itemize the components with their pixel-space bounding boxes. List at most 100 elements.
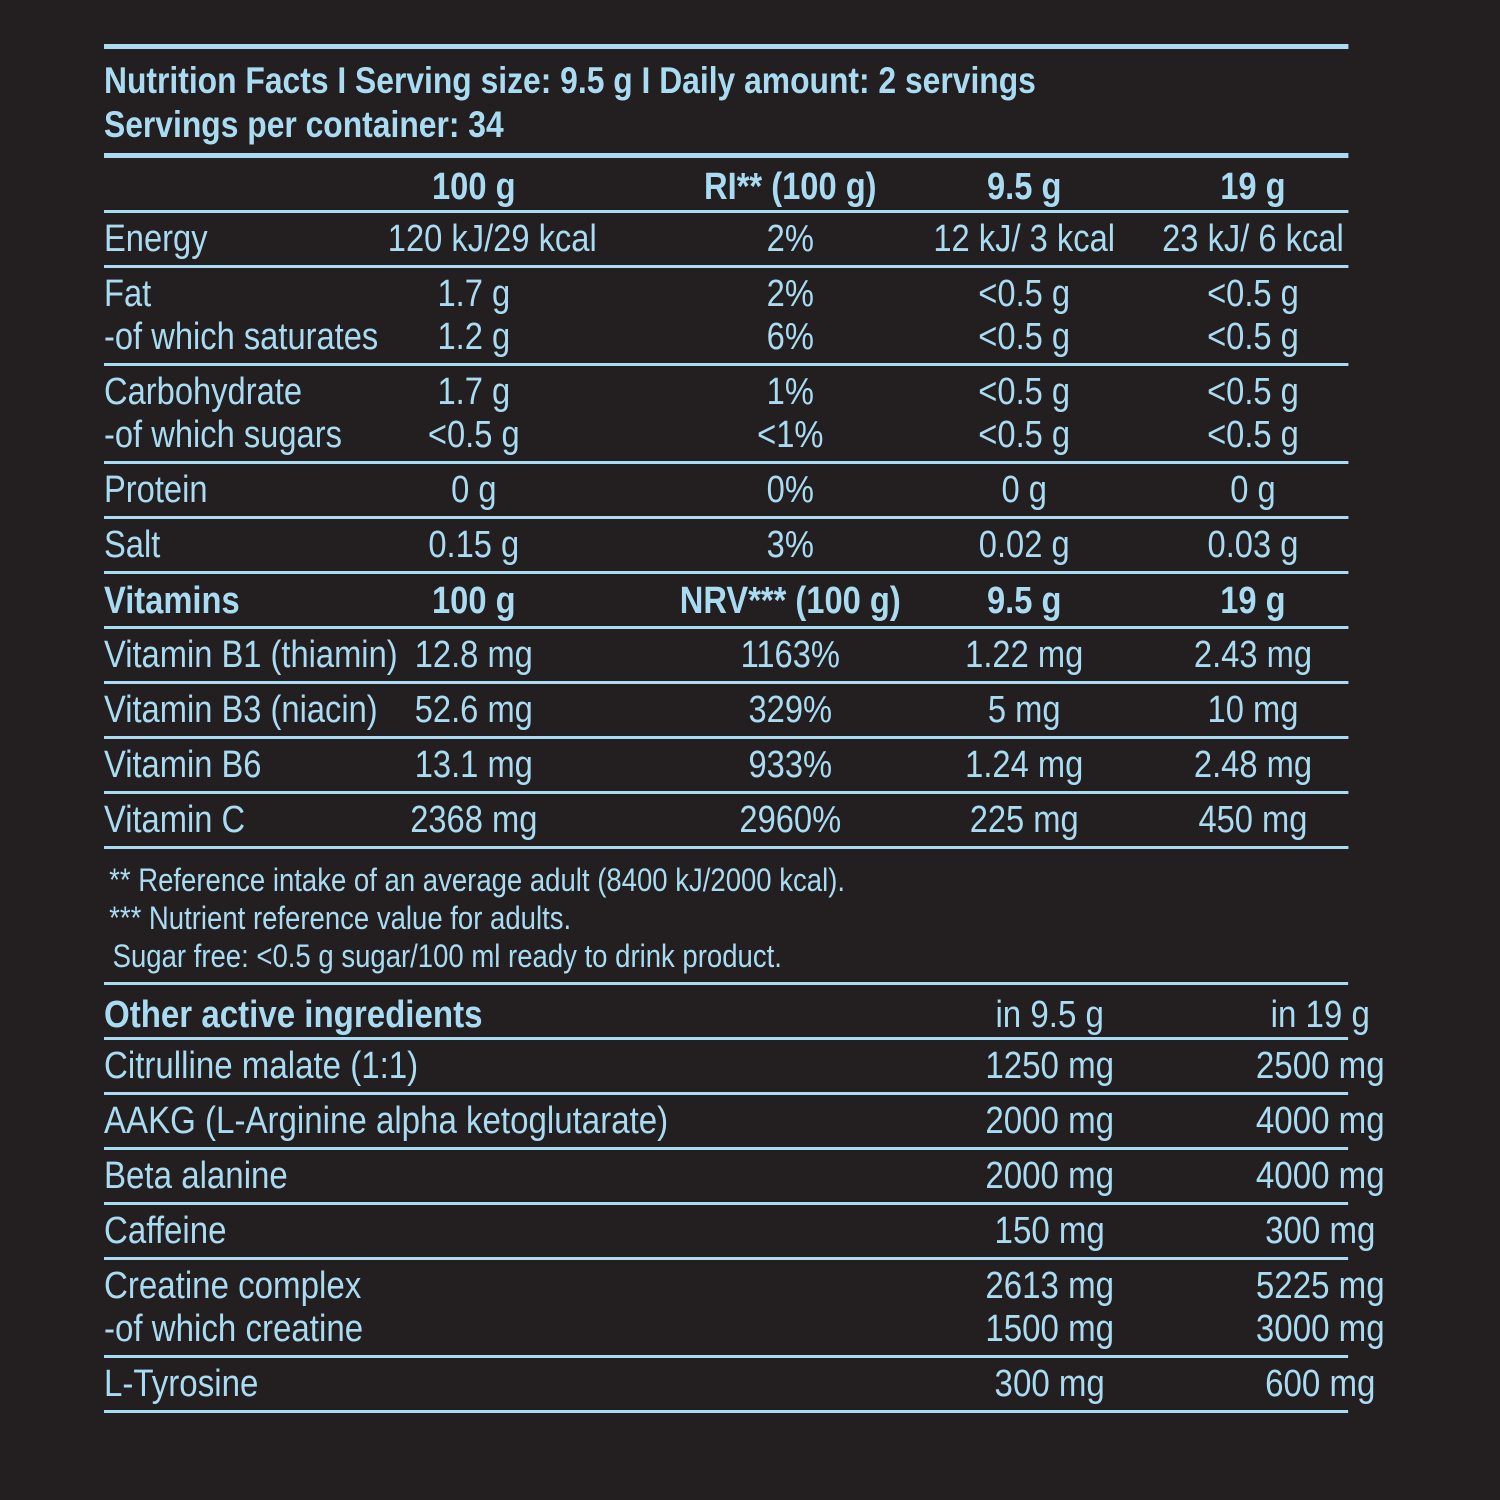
ingredient-name: Beta alanine bbox=[104, 1155, 288, 1198]
vit-col-daily: 19 g bbox=[1220, 580, 1286, 622]
vitamin-value: 52.6 mg bbox=[414, 689, 533, 731]
header: Nutrition Facts I Serving size: 9.5 g I … bbox=[104, 49, 1174, 147]
vitamin-value: 329% bbox=[748, 689, 833, 731]
vitamin-value: 2.48 mg bbox=[1193, 744, 1313, 786]
vitamins-header-rule bbox=[104, 626, 1349, 629]
other-header-rule bbox=[104, 1037, 1349, 1040]
vitamin-value: 225 mg bbox=[969, 799, 1079, 841]
top-rule bbox=[104, 44, 1349, 49]
ingredient-value: 300 mg bbox=[1265, 1210, 1376, 1252]
ingredient-value: 2000 mg bbox=[985, 1155, 1115, 1197]
vitamin-value: 10 mg bbox=[1207, 689, 1299, 731]
nutrient-value: 0 g bbox=[388, 469, 560, 512]
nutrient-amount: 3% bbox=[766, 524, 814, 566]
ingredient-rule bbox=[104, 1147, 1349, 1150]
nutrition-panel: Nutrition Facts I Serving size: 9.5 g I … bbox=[104, 44, 1349, 993]
vitamin-rule bbox=[104, 791, 1349, 794]
nutrient-amount: <0.5 g bbox=[1207, 273, 1299, 315]
other-top-rule bbox=[104, 982, 1349, 985]
vitamin-value: 450 mg bbox=[1198, 799, 1308, 841]
nutrient-value: <0.5 g <0.5 g bbox=[1141, 273, 1365, 359]
ingredient-value: 4000 mg bbox=[1255, 1100, 1385, 1142]
nutrition-bottom-rule bbox=[104, 571, 1349, 574]
nutrition-row: Energy 120 kJ/29 kcal 2% 12 kJ/ 3 kcal 23 kJ… bbox=[104, 213, 1348, 265]
ingredient-label: Caffeine bbox=[104, 1210, 227, 1252]
nutrition-rule bbox=[104, 363, 1349, 366]
ingredient-name: AAKG (L-Arginine alpha ketoglutarate) bbox=[104, 1100, 668, 1143]
nutrition-rule bbox=[104, 461, 1349, 464]
nutrient-value: 2% bbox=[678, 218, 902, 261]
nutrition-body: Energy 120 kJ/29 kcal 2% 12 kJ/ 3 kcal 23 kJ… bbox=[104, 210, 1349, 574]
nutrient-label: Salt bbox=[104, 524, 161, 566]
nutrient-value: 0.02 g bbox=[912, 524, 1136, 567]
vitamin-value: 2.43 mg bbox=[1193, 634, 1313, 676]
nutrient-amount: <0.5 g bbox=[978, 414, 1071, 456]
nutrient-amount: <0.5 g bbox=[1207, 414, 1299, 456]
ingredient-name: Creatine complex -of which creatine bbox=[104, 1265, 363, 1351]
nutrient-name: Energy bbox=[104, 218, 208, 261]
vitamin-row: Vitamin B3 (niacin) 52.6 mg 329% 5 mg 10 mg bbox=[104, 684, 1348, 736]
ingredient-amount: 4000 mg bbox=[1190, 1155, 1451, 1198]
nutrient-value: 0 g bbox=[912, 469, 1136, 512]
header-line-1: Nutrition Facts I Serving size: 9.5 g I … bbox=[104, 60, 1036, 101]
nutrient-amount: <0.5 g bbox=[978, 316, 1071, 358]
vitamin-name: Vitamin B6 bbox=[104, 744, 262, 786]
nutrient-value: 120 kJ/29 kcal bbox=[387, 218, 597, 261]
footnote-ri: ** Reference intake of an average adult … bbox=[109, 862, 846, 898]
vitamin-row: Vitamin C 2368 mg 2960% 225 mg 450 mg bbox=[104, 794, 1348, 846]
nutrition-rule bbox=[104, 210, 1349, 213]
nutrient-label: Protein bbox=[104, 469, 208, 511]
vitamins-body: Vitamin B1 (thiamin) 12.8 mg 1163% 1.22 mg 2… bbox=[104, 629, 1349, 849]
nutrient-amount: 0% bbox=[766, 469, 814, 511]
ingredient-value: 1250 mg bbox=[985, 1045, 1115, 1087]
ingredient-row: AAKG (L-Arginine alpha ketoglutarate) 200… bbox=[104, 1095, 1385, 1147]
nutrient-value: 12 kJ/ 3 kcal bbox=[912, 218, 1136, 261]
other-col-daily: in 19 g bbox=[1270, 994, 1370, 1036]
nutrient-value: 2% 6% bbox=[678, 273, 902, 359]
ingredient-value: 600 mg bbox=[1265, 1363, 1376, 1405]
header-rule bbox=[104, 153, 1349, 158]
nutrient-value: 0 g bbox=[1141, 469, 1365, 512]
ingredient-label: Citrulline malate (1:1) bbox=[104, 1045, 419, 1087]
nutrient-value: 0.03 g bbox=[1141, 524, 1365, 567]
header-line-2: Servings per container: 34 bbox=[104, 104, 504, 145]
nutrient-amount: <1% bbox=[757, 414, 824, 456]
nutrient-amount: 0 g bbox=[1001, 469, 1047, 511]
other-ingredients-panel: Other active ingredients in 9.5 g in 19 … bbox=[104, 982, 1385, 1413]
ingredient-row: Creatine complex -of which creatine 2613 m… bbox=[104, 1260, 1385, 1355]
ingredient-amount: 5225 mg 3000 mg bbox=[1190, 1265, 1451, 1351]
nutrient-amount: 12 kJ/ 3 kcal bbox=[933, 218, 1116, 260]
nutrition-row: Fat -of which saturates 1.7 g 1.2 g 2% 6% <0.5… bbox=[104, 268, 1348, 363]
nutrient-amount: 120 kJ/29 kcal bbox=[387, 218, 597, 260]
ingredient-rule bbox=[104, 1257, 1349, 1260]
ingredient-amount: 2500 mg bbox=[1190, 1045, 1451, 1088]
ingredient-value: 5225 mg bbox=[1255, 1265, 1385, 1307]
col-header-ri: RI** (100 g) bbox=[704, 166, 877, 208]
nutrient-amount: 1.7 g bbox=[437, 371, 511, 413]
ingredient-name: Citrulline malate (1:1) bbox=[104, 1045, 418, 1088]
vitamin-value: 1.22 mg bbox=[965, 634, 1084, 676]
ingredient-rule bbox=[104, 1202, 1349, 1205]
vitamins-header: Vitamins 100 g NRV*** (100 g) 9.5 g 19 g bbox=[104, 574, 1348, 626]
nutrient-value: 1.7 g <0.5 g bbox=[388, 371, 560, 457]
nutrient-value: 1% <1% bbox=[678, 371, 902, 457]
vit-col-100g: 100 g bbox=[432, 580, 516, 622]
col-header-serving: 9.5 g bbox=[986, 166, 1062, 208]
nutrient-amount: <0.5 g bbox=[978, 273, 1071, 315]
vitamin-value: 2960% bbox=[739, 799, 842, 841]
vitamin-rule bbox=[104, 846, 1349, 849]
other-header: Other active ingredients in 9.5 g in 19 … bbox=[104, 985, 1370, 1037]
col-header-daily: 19 g bbox=[1220, 166, 1286, 208]
nutrient-value: 0.15 g bbox=[388, 524, 560, 567]
nutrient-value: 1.7 g 1.2 g bbox=[388, 273, 560, 359]
vitamins-title: Vitamins bbox=[104, 580, 240, 622]
ingredient-rule bbox=[104, 1092, 1349, 1095]
nutrient-amount: 2% bbox=[766, 218, 814, 260]
vitamin-row: Vitamin B1 (thiamin) 12.8 mg 1163% 1.22 mg 2… bbox=[104, 629, 1348, 681]
vitamin-value: 5 mg bbox=[987, 689, 1061, 731]
ingredient-amount: 300 mg bbox=[1190, 1210, 1451, 1253]
footnote-nrv: *** Nutrient reference value for adults. bbox=[109, 900, 572, 936]
nutrient-amount: 0.15 g bbox=[428, 524, 520, 566]
vit-col-serving: 9.5 g bbox=[986, 580, 1062, 622]
